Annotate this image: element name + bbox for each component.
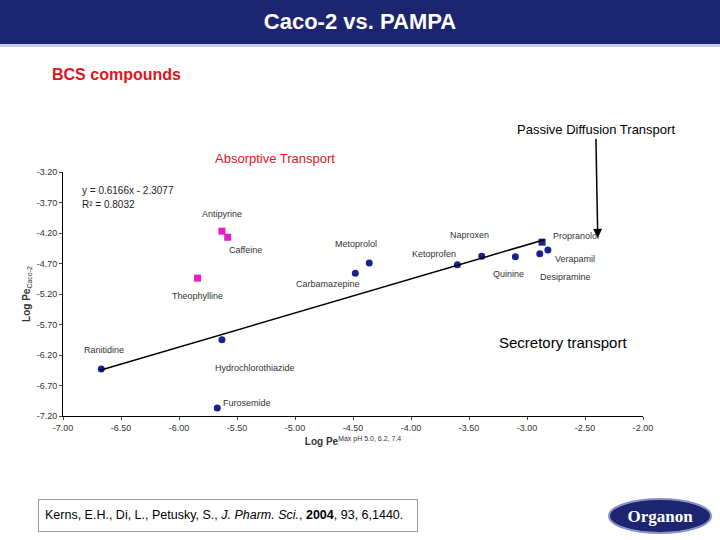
svg-text:-4.20: -4.20 <box>37 228 58 238</box>
svg-text:Log Pe​Caco-2​: Log Pe​Caco-2​ <box>21 266 33 322</box>
svg-text:Passive Diffusion Transport: Passive Diffusion Transport <box>517 122 675 137</box>
svg-text:Desipramine: Desipramine <box>540 272 591 282</box>
svg-text:-3.50: -3.50 <box>459 423 480 433</box>
svg-text:-5.70: -5.70 <box>37 320 58 330</box>
svg-text:-3.70: -3.70 <box>37 198 58 208</box>
svg-text:-4.00: -4.00 <box>401 423 422 433</box>
svg-text:Furosemide: Furosemide <box>223 398 271 408</box>
svg-text:-6.00: -6.00 <box>169 423 190 433</box>
svg-text:Metoprolol: Metoprolol <box>335 239 377 249</box>
svg-text:Ranitidine: Ranitidine <box>84 345 124 355</box>
html-text:BCS compounds: BCS compounds <box>52 66 181 83</box>
svg-text:Verapamil: Verapamil <box>555 254 595 264</box>
svg-text:Quinine: Quinine <box>493 269 524 279</box>
svg-text:-2.50: -2.50 <box>575 423 596 433</box>
svg-text:Absorptive Transport: Absorptive Transport <box>215 151 335 166</box>
svg-text:Caffeine: Caffeine <box>229 245 262 255</box>
svg-text:Antipyrine: Antipyrine <box>202 209 242 219</box>
svg-text:Carbamazepine: Carbamazepine <box>296 279 360 289</box>
svg-text:-7.20: -7.20 <box>37 411 58 421</box>
svg-text:-3.20: -3.20 <box>37 167 58 177</box>
svg-text:-2.00: -2.00 <box>633 423 654 433</box>
svg-text:-5.00: -5.00 <box>285 423 306 433</box>
svg-text:-4.70: -4.70 <box>37 259 58 269</box>
svg-text:-5.20: -5.20 <box>37 289 58 299</box>
svg-text:-6.50: -6.50 <box>111 423 132 433</box>
html-text:Caco-2 vs. PAMPA: Caco-2 vs. PAMPA <box>263 9 457 34</box>
svg-text:-7.00: -7.00 <box>53 423 74 433</box>
svg-text:Organon: Organon <box>627 507 693 526</box>
svg-text:Naproxen: Naproxen <box>450 230 489 240</box>
svg-text:-5.50: -5.50 <box>227 423 248 433</box>
svg-text:Theophylline: Theophylline <box>172 291 223 301</box>
svg-text:R² = 0.8032: R² = 0.8032 <box>82 199 135 210</box>
svg-text:Log Pe​Max pH 5.0, 6.2, 7.4​: Log Pe​Max pH 5.0, 6.2, 7.4​ <box>305 435 401 447</box>
svg-text:y = 0.6166x - 2.3077: y = 0.6166x - 2.3077 <box>82 185 174 196</box>
svg-text:-6.20: -6.20 <box>37 350 58 360</box>
svg-text:Secretory transport: Secretory transport <box>499 334 627 351</box>
svg-text:-3.00: -3.00 <box>517 423 538 433</box>
svg-text:Ketoprofen: Ketoprofen <box>412 249 456 259</box>
html-text:Kerns, E.H., Di, L., Petusky,: Kerns, E.H., Di, L., Petusky, S., J. Pha… <box>45 508 404 522</box>
svg-text:Hydrochlorothiazide: Hydrochlorothiazide <box>215 363 295 373</box>
svg-text:-6.70: -6.70 <box>37 381 58 391</box>
svg-text:-4.50: -4.50 <box>343 423 364 433</box>
svg-text:Propranolol: Propranolol <box>553 231 599 241</box>
